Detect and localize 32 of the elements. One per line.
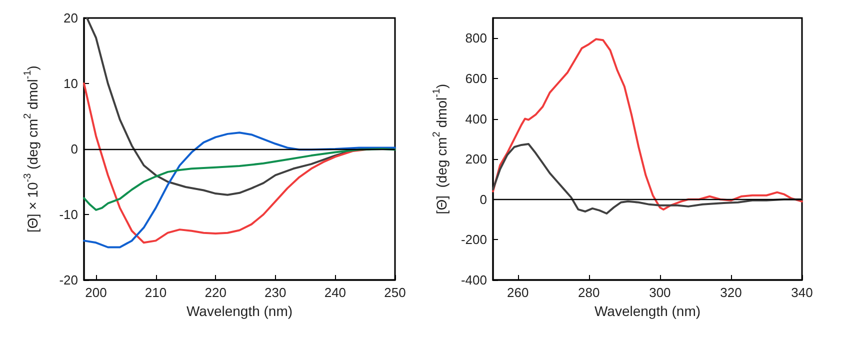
y-tick-label: 10: [64, 76, 78, 91]
line-series: [492, 38, 803, 210]
y-tick-label: 400: [465, 111, 487, 126]
y-tick-label: -400: [460, 272, 487, 288]
x-tick-label: 320: [720, 285, 742, 300]
line-series: [83, 148, 396, 211]
y-tick-label: 200: [465, 152, 487, 167]
y-tick-label: 0: [70, 142, 78, 156]
x-tick-label: 220: [204, 285, 226, 300]
x-tick-label: 210: [144, 285, 167, 300]
x-axis-title: Wavelength (nm): [594, 303, 701, 319]
x-tick-label: 230: [264, 285, 286, 300]
y-tick-label: 20: [64, 10, 78, 26]
y-tick-label: 800: [465, 30, 487, 46]
line-series: [492, 142, 803, 214]
y-tick-label: 600: [465, 70, 487, 86]
x-tick-label: 340: [791, 285, 813, 300]
line-series: [83, 82, 396, 244]
x-tick-label: 200: [85, 285, 107, 300]
y-axis-title: [Θ] (deg cm2 dmol-1): [432, 84, 450, 214]
x-tick-label: 300: [649, 285, 671, 300]
y-tick-label: -20: [59, 272, 78, 288]
line-series: [83, 132, 396, 248]
y-axis-title: [Θ] × 10-3 (deg cm2 dmol-1): [22, 66, 40, 232]
x-axis-title: Wavelength (nm): [186, 303, 293, 319]
y-tick-label: -10: [59, 207, 78, 222]
x-tick-label: 280: [578, 285, 600, 300]
x-tick-label: 250: [384, 285, 406, 300]
x-tick-label: 240: [324, 285, 346, 300]
y-tick-label: 0: [480, 192, 487, 207]
x-tick-label: 260: [507, 285, 529, 300]
y-tick-label: -200: [460, 232, 487, 248]
